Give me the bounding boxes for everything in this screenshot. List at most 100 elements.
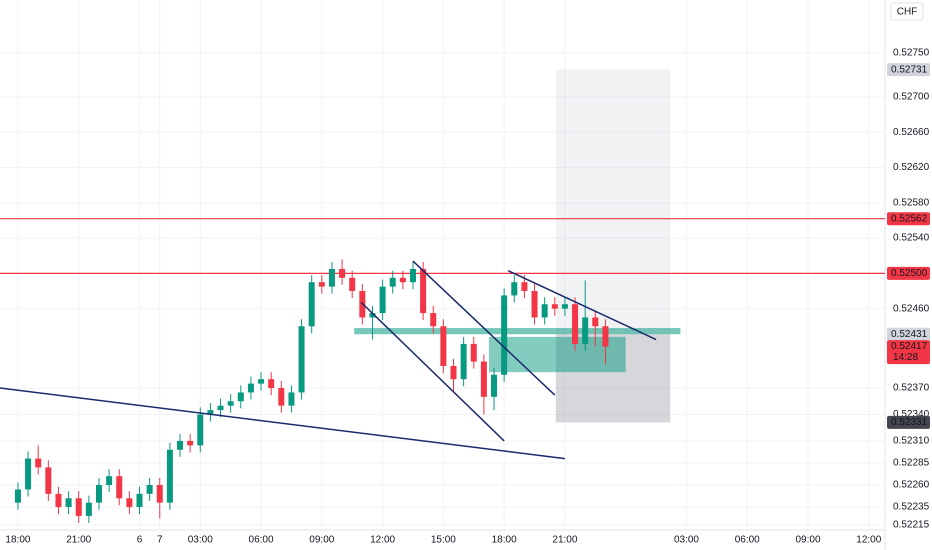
x-tick-label: 7: [157, 535, 163, 546]
candle-body: [217, 405, 224, 411]
x-tick-label: 09:00: [309, 535, 334, 546]
trend-line: [412, 260, 556, 396]
price-label-box: [887, 212, 930, 226]
candle-body: [197, 414, 204, 446]
candle-body: [116, 476, 123, 499]
candle-body: [480, 361, 487, 397]
candle-body: [409, 268, 416, 283]
candle-body: [541, 304, 548, 318]
candle-body: [35, 458, 42, 468]
zone-box: [555, 69, 671, 335]
x-tick-label: 06:00: [735, 535, 760, 546]
candle-body: [45, 467, 52, 494]
candle-body: [268, 379, 275, 389]
candle-body: [207, 410, 214, 415]
candle-body: [491, 374, 498, 397]
x-tick-label: 15:00: [431, 535, 456, 546]
x-tick-label: 06:00: [249, 535, 274, 546]
y-tick-label: 0.52310: [893, 436, 930, 447]
candle-body: [511, 282, 518, 296]
y-tick-label: 0.52580: [893, 197, 930, 208]
y-tick-label: 0.52660: [893, 127, 930, 138]
y-tick-label: 0.52460: [893, 303, 930, 314]
candle-body: [440, 326, 447, 366]
candle-body: [237, 392, 244, 402]
candle-body: [450, 365, 457, 380]
y-tick-label: 0.52340: [893, 409, 930, 420]
candle-body: [318, 282, 325, 287]
candle-body: [247, 383, 254, 393]
candle-body: [460, 343, 467, 380]
y-tick-label: 0.52260: [893, 480, 930, 491]
x-tick-label: 12:00: [370, 535, 395, 546]
price-label-box: [887, 327, 930, 341]
candle-body: [177, 440, 184, 450]
candle-body: [308, 282, 315, 327]
candle-body: [561, 304, 568, 309]
x-tick-label: 03:00: [674, 535, 699, 546]
candle-body: [531, 291, 538, 318]
candle-body: [521, 282, 528, 292]
candle-body: [156, 485, 163, 503]
candle-body: [592, 317, 599, 327]
x-tick-label: 12:00: [856, 535, 881, 546]
candle-body: [25, 458, 32, 490]
y-tick-label: 0.52750: [893, 48, 930, 59]
candle-body: [14, 489, 21, 503]
y-tick-label: 0.52620: [893, 162, 930, 173]
candle-body: [106, 476, 113, 486]
x-tick-label: 21:00: [66, 535, 91, 546]
price-label: 0.52731: [891, 64, 928, 75]
price-label: 0.52431: [891, 329, 928, 340]
candle-body: [95, 485, 102, 503]
trend-line: [0, 387, 566, 460]
candle-body: [55, 493, 62, 508]
candle-body: [551, 304, 558, 309]
candle-body: [389, 277, 396, 287]
candle-body: [278, 388, 285, 406]
trend-line: [360, 301, 505, 442]
price-label: 0.52417: [891, 341, 928, 352]
candle-body: [258, 379, 265, 384]
candle-body: [349, 277, 356, 292]
candle-body: [430, 313, 437, 327]
candle-body: [572, 304, 579, 344]
candle-body: [126, 498, 133, 508]
price-label: 0.52562: [891, 213, 928, 224]
candle-body: [582, 317, 589, 344]
candle-body: [399, 277, 406, 283]
plot-area: [0, 0, 885, 530]
candle-body: [65, 498, 72, 508]
candle-body: [166, 449, 173, 503]
x-tick-label: 18:00: [5, 535, 30, 546]
candle-body: [339, 268, 346, 278]
currency-label[interactable]: CHF: [897, 7, 918, 18]
y-tick-label: 0.52285: [893, 458, 930, 469]
candle-body: [602, 326, 609, 347]
candle-body: [470, 343, 477, 362]
price-label-box: [887, 415, 930, 429]
candle-body: [369, 313, 376, 318]
currency-box[interactable]: [890, 2, 924, 21]
price-label: 0.52331: [891, 417, 928, 428]
candle-body: [85, 502, 92, 516]
candle-body: [75, 498, 82, 516]
x-tick-label: 09:00: [796, 535, 821, 546]
trend-line: [507, 270, 657, 341]
price-label: 0.52500: [891, 268, 928, 279]
candle-body: [328, 268, 335, 287]
candle-body: [420, 268, 427, 314]
candle-body: [146, 485, 153, 494]
y-tick-label: 0.52540: [893, 233, 930, 244]
x-tick-label: 18:00: [492, 535, 517, 546]
x-tick-label: 03:00: [188, 535, 213, 546]
candle-body: [187, 440, 194, 446]
candle-body: [501, 295, 508, 375]
candle-body: [298, 326, 305, 393]
countdown-label: 14:28: [893, 352, 918, 363]
candle-body: [227, 401, 234, 406]
x-tick-label: 21:00: [552, 535, 577, 546]
price-label-box: [887, 63, 930, 77]
